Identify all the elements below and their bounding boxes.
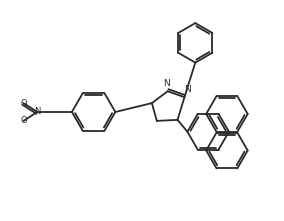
Text: N: N	[34, 107, 41, 116]
Text: O: O	[20, 99, 27, 108]
Text: N: N	[184, 85, 191, 94]
Text: N: N	[163, 79, 170, 88]
Text: O: O	[20, 116, 27, 125]
